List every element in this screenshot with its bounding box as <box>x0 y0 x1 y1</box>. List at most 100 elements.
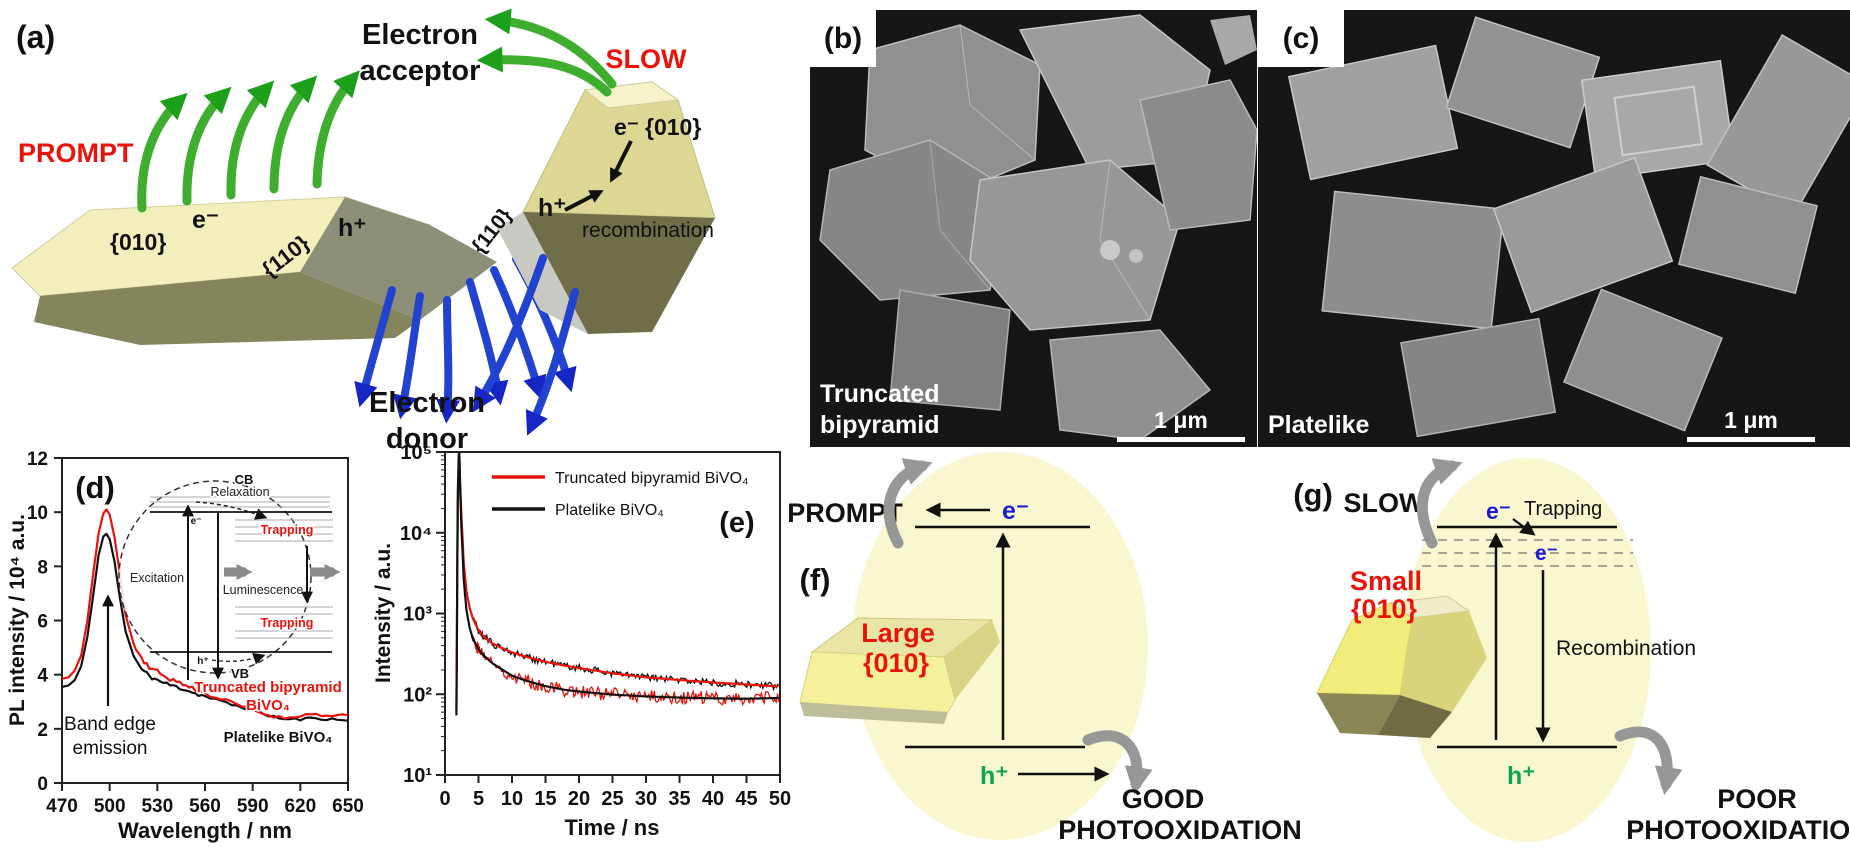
x-tick-label: 620 <box>284 796 316 817</box>
outcome-label-2: PHOTOOXIDATION <box>1626 815 1850 845</box>
sem-crystal-shape <box>1287 44 1459 181</box>
sem-crystal-shape <box>1139 79 1257 231</box>
panel-g-rate-label: SLOW <box>1344 488 1426 518</box>
electron-acceptor-label-1: Electron <box>362 19 478 51</box>
slow-electron-arrows <box>476 8 617 97</box>
y-tick-label: 10⁴ <box>400 523 432 545</box>
y-tick-label: 0 <box>37 774 48 795</box>
prompt-transfer-arc <box>883 458 933 549</box>
x-tick-label: 45 <box>735 788 757 810</box>
x-tick-label: 650 <box>332 796 364 817</box>
trapping-arrow <box>1512 518 1536 536</box>
electron-arrow <box>182 86 232 206</box>
x-tick-label: 25 <box>601 788 623 810</box>
electron-arrow <box>312 70 360 189</box>
hole-arrow <box>472 254 547 413</box>
x-tick-label: 50 <box>769 788 791 810</box>
recombination-arrow-e <box>610 140 633 183</box>
panel-d-label: (d) <box>75 470 115 505</box>
panel-g-diagram: (g) SLOW e⁻ Trapping e⁻ Recombination h⁺… <box>1293 458 1850 845</box>
inset-relaxation-label: Relaxation <box>210 485 269 499</box>
sem-crystal-shape <box>1321 190 1505 330</box>
panel-d-pl-spectrum-chart: 470 500 530 560 590 620 650 0 2 4 6 8 10 12 (d) PL in… <box>6 449 364 843</box>
panel-c-label-text: (c) <box>1282 21 1320 55</box>
panel-c-label: (c) <box>1258 10 1344 67</box>
x-tick-label: 530 <box>141 796 173 817</box>
legend-label-red: Truncated bipyramid BiVO₄ <box>555 470 749 487</box>
decay-data-bipyramid <box>455 452 780 716</box>
panel-e-plot-area: 0 5 10 15 20 25 30 35 40 45 50 10¹ 10² 10³ 10⁴ 10⁵ <box>400 442 791 810</box>
bipyramid-shadow <box>497 212 588 334</box>
y-tick-label: 4 <box>37 666 48 687</box>
plot-frame <box>61 457 349 784</box>
y-tick-label: 10³ <box>403 604 432 626</box>
sem-crystal-inner-facet <box>1613 85 1703 157</box>
sem-crystal-shape <box>1210 15 1257 65</box>
panel-c-sem-image: (c) Platelike 1 μm <box>1258 10 1850 447</box>
prompt-label: PROMPT <box>18 138 134 168</box>
decay-fit-platelike <box>455 461 779 713</box>
bipyramid-crystal-icon <box>1316 595 1487 738</box>
bipyramid-bottom-facet <box>1317 693 1400 735</box>
crystal-size-label-1: Large <box>861 618 935 648</box>
pl-spectrum-curve <box>61 508 349 720</box>
bipyramid-crystal-drawing <box>497 81 716 334</box>
sem-facet-line <box>1099 159 1151 321</box>
hole-label: h⁺ <box>1507 762 1535 790</box>
inset-electron-label: e⁻ <box>191 516 202 527</box>
hole-arrow <box>436 296 461 424</box>
trapping-label: Trapping <box>1524 498 1602 520</box>
panel-a-label: (a) <box>16 19 55 55</box>
hole-arrow <box>393 292 424 420</box>
x-tick-label: 470 <box>46 796 78 817</box>
sem-facet-line <box>959 24 1036 161</box>
bipyramid-bottom-facet <box>523 212 715 334</box>
legend-label-black: Platelike BiVO₄ <box>555 502 664 519</box>
decay-fit-bipyramid <box>455 452 779 716</box>
hole-label: h⁺ <box>980 762 1008 790</box>
inset-trapping-upper-label: Trapping <box>261 523 314 537</box>
panel-b-label: (b) <box>810 10 876 67</box>
electron-arrow <box>476 46 612 97</box>
electron-donor-label-2: donor <box>386 423 468 455</box>
plate-hole-label: h⁺ <box>338 214 366 242</box>
plate-hole-arrows <box>354 255 577 424</box>
x-tick-label: 40 <box>702 788 724 810</box>
electron-label: e⁻ <box>1486 498 1511 524</box>
relaxation-arrow <box>195 501 268 520</box>
recombination-arrow-h <box>564 190 604 212</box>
plate-side-facet <box>300 197 497 320</box>
recombination-label: Recombination <box>1556 637 1696 660</box>
x-tick-label: 500 <box>94 796 126 817</box>
bipyramid-electron-label: e⁻ <box>614 114 639 140</box>
x-tick-label: 0 <box>439 788 450 810</box>
crystal-size-label-2: {010} <box>863 648 930 678</box>
photooxidation-arc <box>1614 726 1683 796</box>
platelike-crystal-icon <box>799 617 1000 724</box>
prompt-electron-arrows <box>137 70 360 213</box>
inset-trapping-lower-label: Trapping <box>261 616 314 630</box>
bipyramid-dark-facet <box>1378 695 1452 738</box>
panels-f-g-band-diagrams: PROMPT (f) e⁻ h⁺ GOOD PHOTOOXIDATION Lar… <box>787 452 1850 845</box>
x-tick-label: 5 <box>473 788 484 810</box>
panel-d-inset-diagram: CB Relaxation e⁻ Excitation Luminescence… <box>118 471 341 683</box>
outcome-label-1: POOR <box>1717 784 1797 814</box>
electron-donor-label-1: Electron <box>369 387 485 419</box>
hole-arrow <box>525 288 579 436</box>
panel-c-caption-text: Platelike <box>1268 410 1370 439</box>
x-tick-label: 30 <box>635 788 657 810</box>
y-tick-label: 8 <box>37 557 48 578</box>
x-tick-label: 35 <box>668 788 690 810</box>
panel-f-diagram: PROMPT (f) e⁻ h⁺ GOOD PHOTOOXIDATION Lar… <box>787 452 1302 845</box>
panel-c-scalebar-line <box>1687 437 1815 442</box>
platelike-crystal-drawing <box>11 196 497 345</box>
sem-crystal-shape <box>1492 156 1674 314</box>
x-tick-label: 560 <box>189 796 221 817</box>
sem-crystals-art <box>1287 16 1850 438</box>
panel-b-scalebar: 1 μm <box>1117 407 1245 442</box>
panel-d-plot-area: 470 500 530 560 590 620 650 0 2 4 6 8 10 12 <box>27 449 364 817</box>
sem-crystal-shape <box>1563 288 1723 432</box>
photooxidation-arc <box>1082 730 1153 796</box>
panel-e-label: (e) <box>719 507 754 539</box>
